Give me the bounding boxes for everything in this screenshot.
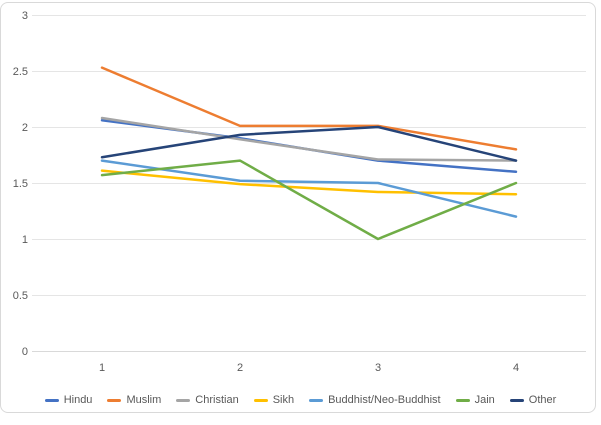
legend-swatch-icon [253, 398, 268, 402]
legend-item-jain[interactable]: Jain [455, 394, 495, 406]
legend-item-muslim[interactable]: Muslim [107, 394, 161, 406]
series-line-buddhist-neo-buddhist[interactable] [100, 159, 518, 218]
x-axis-tick-label: 3 [375, 362, 381, 374]
y-axis-tick-label: 3 [22, 10, 28, 22]
legend-item-other[interactable]: Other [509, 394, 557, 406]
legend-swatch-icon [107, 398, 122, 402]
x-axis-tick-label: 4 [513, 362, 519, 374]
y-axis-tick-label: 0.5 [13, 290, 28, 302]
chart-frame [0, 2, 596, 413]
y-axis-tick-label: 2 [22, 122, 28, 134]
legend-label: Sikh [272, 394, 295, 406]
series-line-jain[interactable] [100, 159, 518, 241]
y-axis-tick-label: 1 [22, 234, 28, 246]
legend-label: Other [528, 394, 557, 406]
y-axis-tick-label: 0 [22, 346, 28, 358]
series-line-sikh[interactable] [100, 169, 518, 196]
legend-label: Jain [474, 394, 495, 406]
series-line-christian[interactable] [100, 116, 518, 162]
legend-swatch-icon [509, 398, 524, 402]
y-axis-tick-label: 2.5 [13, 66, 28, 78]
legend-swatch-icon [309, 398, 324, 402]
legend-label: Christian [195, 394, 239, 406]
legend-swatch-icon [44, 398, 59, 402]
legend-item-christian[interactable]: Christian [176, 394, 239, 406]
legend-label: Buddhist/Neo-Buddhist [328, 394, 441, 406]
legend-label: Hindu [63, 394, 93, 406]
legend-swatch-icon [455, 398, 470, 402]
legend-item-hindu[interactable]: Hindu [44, 394, 93, 406]
y-axis-tick-label: 1.5 [13, 178, 28, 190]
chart-legend: Hindu Muslim Christian Sikh Buddhist/Neo-Bud… [0, 391, 601, 409]
legend-item-sikh[interactable]: Sikh [253, 394, 295, 406]
legend-swatch-icon [176, 398, 191, 402]
x-axis-tick-label: 2 [237, 362, 243, 374]
x-axis-tick-label: 1 [99, 362, 105, 374]
legend-item-buddhist-neo-buddhist[interactable]: Buddhist/Neo-Buddhist [309, 394, 441, 406]
legend-label: Muslim [126, 394, 162, 406]
series-line-muslim[interactable] [100, 66, 518, 151]
series-line-other[interactable] [100, 125, 518, 162]
